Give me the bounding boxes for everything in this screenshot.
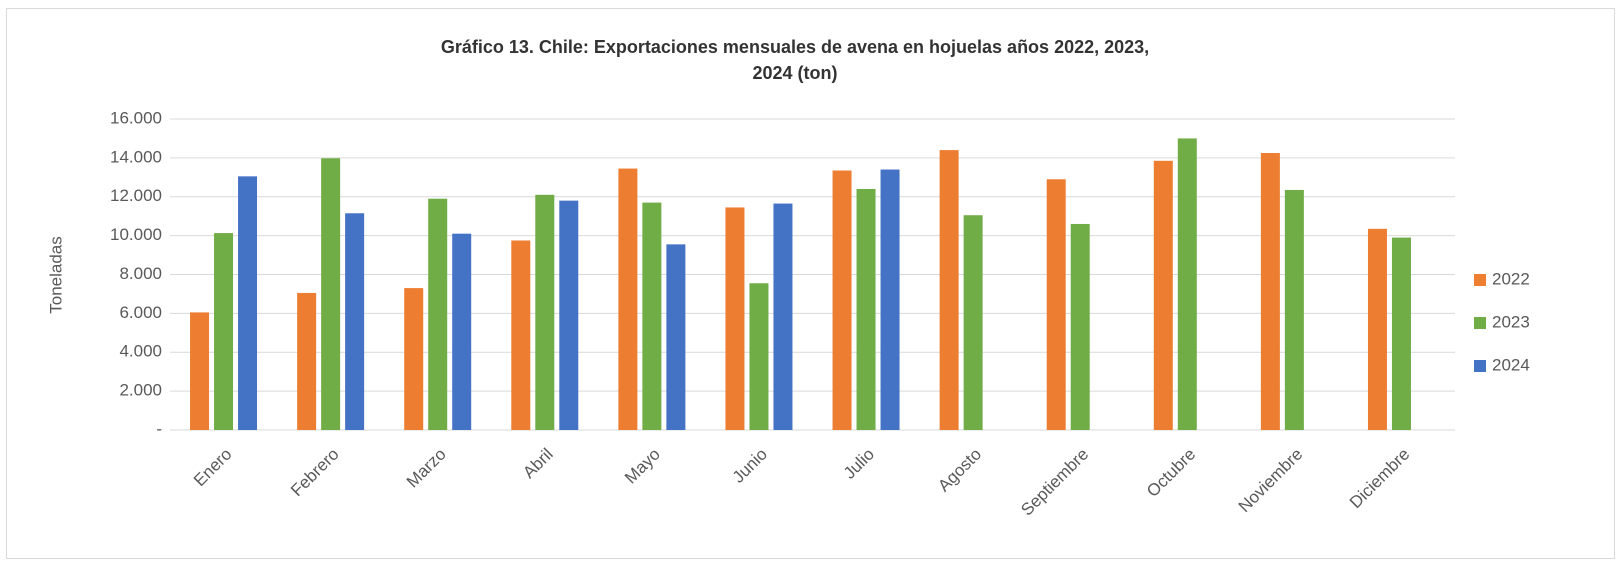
chart-title: 2024 (ton): [752, 63, 837, 83]
bar: [428, 198, 448, 430]
bar: [880, 169, 900, 430]
legend-label: 2022: [1492, 269, 1530, 288]
y-tick-label: 14.000: [110, 147, 162, 166]
bar: [1177, 138, 1197, 430]
bar: [1391, 237, 1411, 430]
chart-border: [6, 8, 1615, 559]
bar: [238, 176, 258, 430]
bar: [856, 188, 876, 430]
legend-label: 2024: [1492, 355, 1530, 374]
bar: [642, 202, 662, 430]
bar: [190, 312, 210, 430]
y-tick-label: 16.000: [110, 108, 162, 127]
bar: [321, 158, 341, 431]
bar: [1153, 160, 1173, 430]
bar: [618, 168, 638, 431]
bar: [939, 150, 959, 430]
bar: [535, 194, 555, 430]
chart-title: Gráfico 13. Chile: Exportaciones mensual…: [441, 37, 1149, 57]
y-tick-label: 12.000: [110, 186, 162, 205]
bar: [832, 170, 852, 430]
bar: [345, 213, 365, 430]
legend-swatch: [1474, 360, 1486, 372]
y-tick-label: 4.000: [119, 342, 162, 361]
bar: [404, 288, 424, 430]
bar: [963, 215, 983, 430]
y-tick-label: 6.000: [119, 303, 162, 322]
y-tick-label: 10.000: [110, 225, 162, 244]
bar: [1367, 228, 1387, 430]
bar: [297, 292, 317, 430]
bar: [1260, 153, 1280, 430]
bar: [1046, 179, 1066, 430]
bar: [511, 240, 531, 430]
bar: [1284, 189, 1304, 430]
bar: [452, 233, 472, 430]
y-tick-label: -: [156, 419, 162, 438]
bar: [666, 244, 686, 430]
bar: [725, 207, 745, 430]
bar: [214, 233, 234, 430]
legend-label: 2023: [1492, 312, 1530, 331]
bar: [559, 200, 579, 430]
y-tick-label: 2.000: [119, 381, 162, 400]
legend-swatch: [1474, 317, 1486, 329]
bar: [749, 283, 769, 430]
y-tick-label: 8.000: [119, 264, 162, 283]
y-axis-title: Toneladas: [46, 236, 65, 314]
legend-swatch: [1474, 274, 1486, 286]
bar: [773, 203, 793, 430]
bar: [1070, 223, 1090, 430]
